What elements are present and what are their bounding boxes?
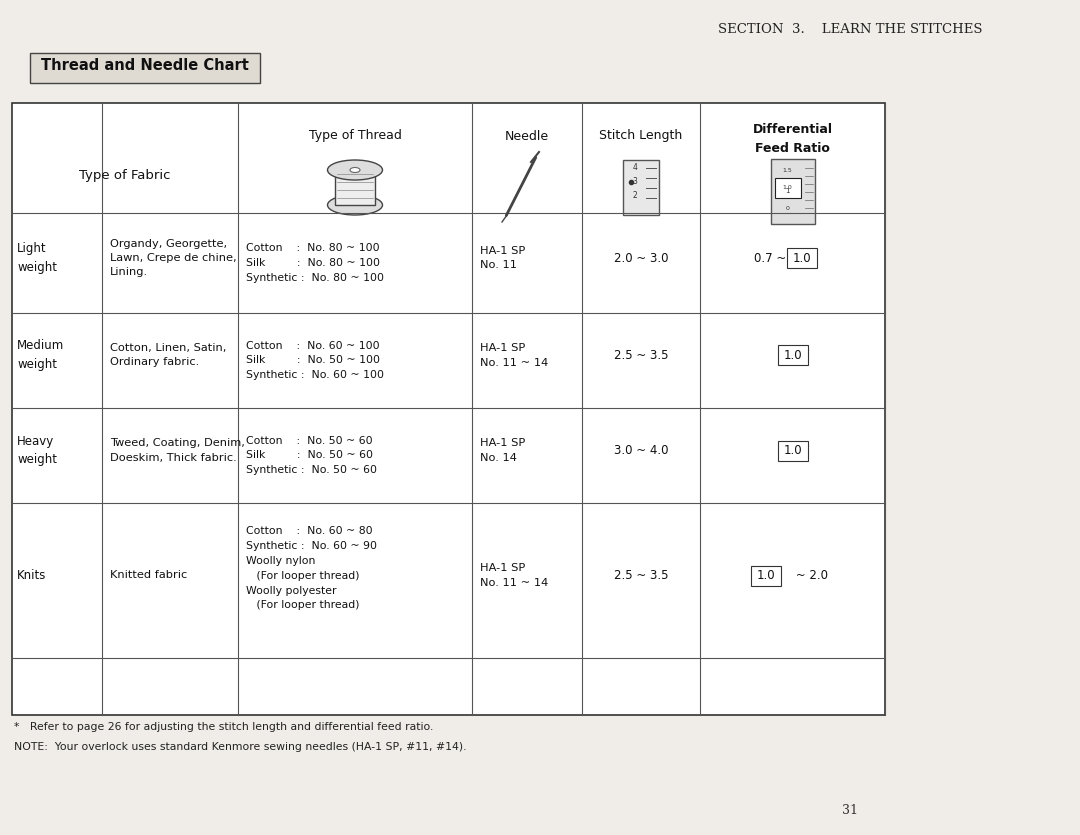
Text: Cotton    :  No. 50 ~ 60
Silk         :  No. 50 ~ 60
Synthetic :  No. 50 ~ 60: Cotton : No. 50 ~ 60 Silk : No. 50 ~ 60 … (246, 436, 377, 475)
Text: Differential: Differential (753, 124, 833, 136)
Text: 1.0: 1.0 (756, 569, 774, 582)
Bar (12, 103, 885, 715)
Text: SECTION  3.    LEARN THE STITCHES: SECTION 3. LEARN THE STITCHES (718, 23, 982, 37)
Text: 0.7 ~: 0.7 ~ (755, 251, 791, 265)
Ellipse shape (327, 160, 382, 180)
Bar (623, 160, 659, 215)
Text: Cotton    :  No. 80 ~ 100
Silk         :  No. 80 ~ 100
Synthetic :  No. 80 ~ 100: Cotton : No. 80 ~ 100 Silk : No. 80 ~ 10… (246, 243, 384, 283)
Text: 2.5 ~ 3.5: 2.5 ~ 3.5 (613, 569, 669, 582)
Text: 2.0 ~ 3.0: 2.0 ~ 3.0 (613, 251, 669, 265)
Text: Cotton, Linen, Satin,
Ordinary fabric.: Cotton, Linen, Satin, Ordinary fabric. (110, 343, 227, 367)
Text: 1.0: 1.0 (783, 349, 801, 362)
Text: Thread and Needle Chart: Thread and Needle Chart (41, 58, 248, 73)
Text: 2.5 ~ 3.5: 2.5 ~ 3.5 (613, 349, 669, 362)
Bar (786, 248, 816, 268)
Bar (774, 178, 800, 198)
Text: 1.0: 1.0 (793, 251, 811, 265)
Text: Light
weight: Light weight (17, 242, 57, 274)
Text: Cotton    :  No. 60 ~ 80
Synthetic :  No. 60 ~ 90
Woolly nylon
   (For looper th: Cotton : No. 60 ~ 80 Synthetic : No. 60 … (246, 527, 377, 610)
Text: 1.5: 1.5 (783, 168, 793, 173)
Bar (778, 441, 808, 460)
Text: Type of Thread: Type of Thread (309, 129, 402, 143)
Bar (770, 159, 814, 224)
Text: Type of Fabric: Type of Fabric (79, 170, 171, 183)
Text: Feed Ratio: Feed Ratio (755, 141, 829, 154)
Text: 31: 31 (842, 803, 858, 817)
Text: Tweed, Coating, Denim,
Doeskim, Thick fabric.: Tweed, Coating, Denim, Doeskim, Thick fa… (110, 438, 245, 463)
Text: Heavy
weight: Heavy weight (17, 434, 57, 467)
Bar (778, 346, 808, 366)
Text: HA-1 SP
No. 11 ~ 14: HA-1 SP No. 11 ~ 14 (480, 563, 549, 588)
Bar (335, 170, 375, 205)
Text: *   Refer to page 26 for adjusting the stitch length and differential feed ratio: * Refer to page 26 for adjusting the sti… (14, 722, 433, 732)
Text: 3.0 ~ 4.0: 3.0 ~ 4.0 (613, 444, 669, 457)
Text: HA-1 SP
No. 11: HA-1 SP No. 11 (480, 245, 525, 271)
Text: Needle: Needle (505, 129, 549, 143)
Text: Medium
weight: Medium weight (17, 340, 64, 372)
Ellipse shape (327, 195, 382, 215)
Text: 1: 1 (785, 188, 789, 194)
Text: 2: 2 (633, 191, 637, 200)
Text: Organdy, Georgette,
Lawn, Crepe de chine,
Lining.: Organdy, Georgette, Lawn, Crepe de chine… (110, 239, 237, 277)
Text: Cotton    :  No. 60 ~ 100
Silk         :  No. 50 ~ 100
Synthetic :  No. 60 ~ 100: Cotton : No. 60 ~ 100 Silk : No. 50 ~ 10… (246, 341, 384, 380)
FancyBboxPatch shape (30, 53, 260, 83)
Text: ~ 2.0: ~ 2.0 (793, 569, 828, 582)
Text: NOTE:  Your overlock uses standard Kenmore sewing needles (HA-1 SP, #11, #14).: NOTE: Your overlock uses standard Kenmor… (14, 742, 467, 752)
Text: 3: 3 (633, 178, 637, 186)
Text: HA-1 SP
No. 14: HA-1 SP No. 14 (480, 438, 525, 463)
Ellipse shape (350, 168, 360, 173)
Bar (751, 565, 781, 585)
Text: Knitted fabric: Knitted fabric (110, 570, 187, 580)
Text: Stitch Length: Stitch Length (599, 129, 683, 143)
Text: 0: 0 (785, 205, 789, 210)
Text: Knits: Knits (17, 569, 46, 582)
Text: 1.0: 1.0 (783, 185, 793, 190)
Text: 1.0: 1.0 (783, 444, 801, 457)
Text: 4: 4 (633, 164, 637, 173)
Text: HA-1 SP
No. 11 ~ 14: HA-1 SP No. 11 ~ 14 (480, 343, 549, 368)
